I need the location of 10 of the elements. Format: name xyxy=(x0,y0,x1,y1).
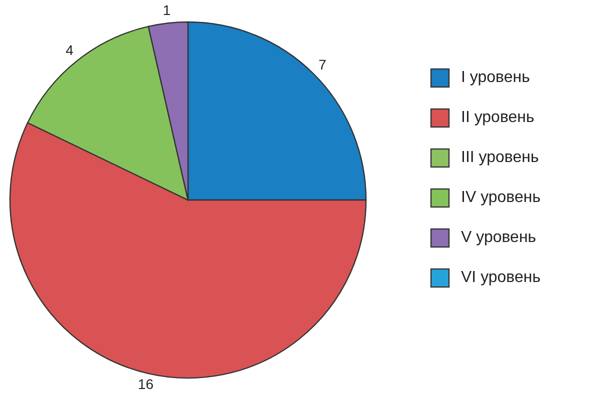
legend-label: III уровень xyxy=(461,149,539,166)
legend-label: II уровень xyxy=(461,109,534,126)
legend-label: I уровень xyxy=(461,69,530,86)
legend-label: VI уровень xyxy=(461,269,541,286)
data-label: 7 xyxy=(318,56,326,72)
data-label: 4 xyxy=(66,42,74,58)
data-label: 16 xyxy=(138,376,154,392)
legend-label: IV уровень xyxy=(461,189,541,206)
data-label: 1 xyxy=(162,2,171,18)
legend-label: V уровень xyxy=(461,229,536,246)
